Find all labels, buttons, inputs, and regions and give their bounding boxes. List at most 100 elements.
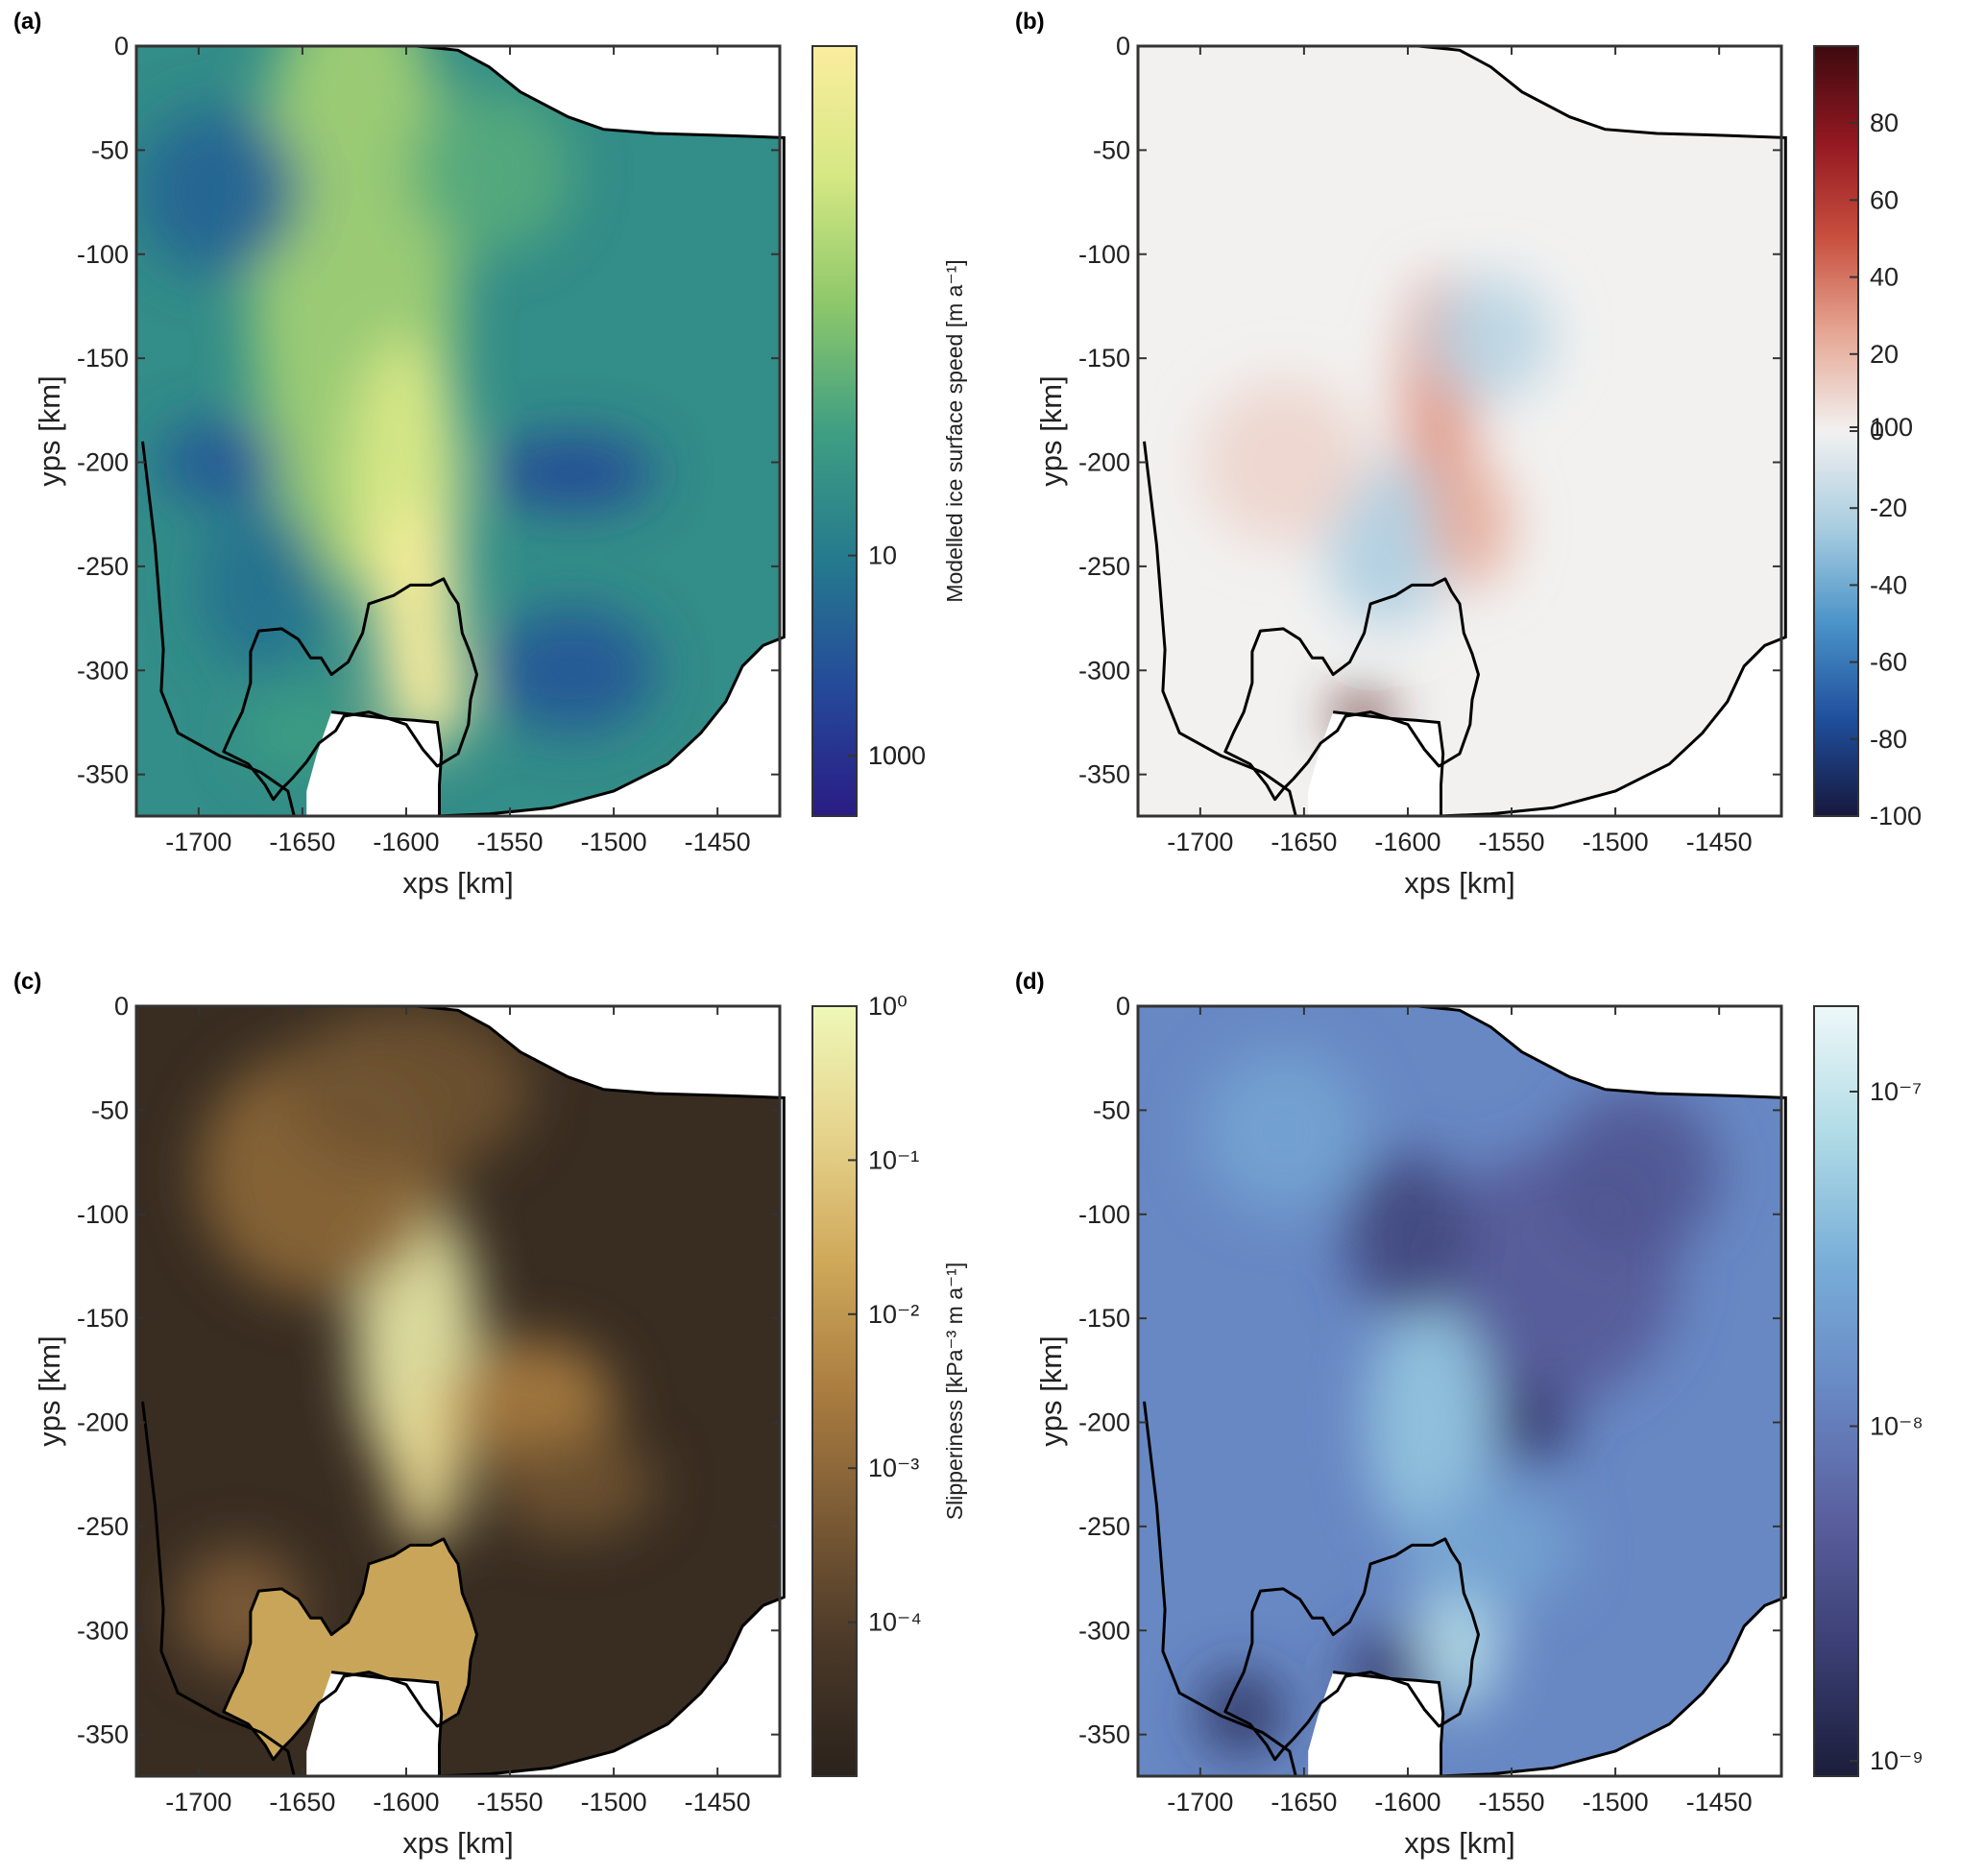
axes-frame	[1136, 44, 1783, 818]
y-tick-label: -350	[77, 760, 129, 789]
calving-front	[331, 1671, 444, 1776]
y-tick-label: -350	[1078, 760, 1130, 789]
colorbar-tick-label: 0	[1870, 417, 1884, 445]
x-tick-label: -1700	[1167, 828, 1233, 856]
y-tick-label: -300	[1078, 656, 1130, 685]
x-tick-label: -1500	[581, 1788, 647, 1816]
y-tick-label: -250	[77, 552, 129, 581]
ice-shelf-fill	[223, 1538, 477, 1760]
colorbar-tick-label: 10⁻⁹	[1870, 1746, 1924, 1775]
field-feature	[489, 1432, 656, 1537]
colorbar-tick-label: -40	[1870, 570, 1907, 599]
field	[1138, 1006, 1781, 1776]
ocean-inlet	[1308, 1672, 1443, 1776]
y-tick-label: -100	[1078, 240, 1130, 269]
x-tick-label: -1600	[373, 828, 439, 856]
field-feature	[1428, 275, 1554, 400]
x-tick-label: -1650	[269, 1788, 335, 1816]
x-tick-label: -1450	[685, 1788, 751, 1816]
y-tick-label: -200	[77, 1408, 129, 1437]
y-tick-label: -200	[1078, 1408, 1130, 1437]
x-tick-label: -1650	[269, 828, 335, 856]
x-axis-label: xps [km]	[402, 866, 513, 900]
field	[1138, 46, 1781, 816]
ocean-inlet	[306, 1672, 442, 1776]
x-tick-label: -1500	[1583, 1788, 1649, 1816]
calving-front	[1333, 1671, 1445, 1776]
colorbar-tick-label: 10	[868, 541, 897, 570]
colorbar-tick-label: 100	[868, 741, 911, 770]
x-tick-label: -1700	[165, 828, 231, 856]
y-tick-label: -250	[1078, 1512, 1130, 1541]
ocean-inlet	[1308, 711, 1443, 816]
axes-frame	[134, 1004, 782, 1778]
x-tick-label: -1550	[477, 828, 544, 856]
panel-label: (b)	[1015, 9, 1045, 35]
colorbar-label: Slipperiness [kPa⁻³ m a⁻¹]	[942, 1263, 967, 1520]
colorbar-tick-label: -60	[1870, 648, 1907, 677]
x-tick-label: -1700	[1167, 1788, 1233, 1816]
y-tick-label: -50	[1093, 1095, 1130, 1124]
colorbar	[811, 1005, 858, 1777]
grounding-line	[222, 577, 478, 802]
calving-front	[331, 710, 444, 816]
colorbar-label: Ice rate factor [kPa⁻³ a⁻¹]	[1982, 1267, 1985, 1515]
field	[136, 1006, 780, 1776]
y-tick-label: -350	[1078, 1720, 1130, 1749]
field-feature	[1366, 1297, 1491, 1548]
domain-boundary	[136, 1004, 786, 1778]
domain-boundary	[1138, 1004, 1787, 1778]
y-axis-label: yps [km]	[1034, 375, 1068, 486]
grounding-line	[1223, 1537, 1480, 1762]
panel-d: (d) -1700 -1650 -1600 -1550 -1500 -1450 0 -50 -10…	[1015, 969, 1985, 1860]
x-tick-label: -1500	[1583, 828, 1649, 856]
domain-boundary	[1138, 44, 1787, 818]
x-tick-label: -1700	[165, 1788, 231, 1816]
colorbar-tick-label: -100	[1870, 802, 1922, 830]
x-tick-label: -1550	[1479, 1788, 1545, 1816]
grounding-line	[222, 1537, 478, 1762]
x-axis-label: xps [km]	[1404, 1826, 1514, 1860]
colorbar-label: Modelled ice surface speed [m a⁻¹]	[942, 259, 967, 602]
colorbar-tick-label: 10⁻⁸	[1870, 1412, 1924, 1441]
colorbar-tick-label: 1	[868, 741, 883, 770]
y-axis-label: yps [km]	[33, 375, 66, 486]
x-tick-label: -1650	[1271, 1788, 1337, 1816]
panel-label: (a)	[13, 9, 41, 35]
field-feature	[1553, 1089, 1720, 1257]
y-tick-label: -350	[77, 1720, 129, 1749]
field-structure	[136, 46, 656, 775]
y-tick-label: -250	[77, 1512, 129, 1541]
panel-label: (c)	[13, 969, 41, 995]
colorbar-label: Ice surface speed difference [m a⁻¹]	[1982, 255, 1985, 607]
field-feature	[389, 1381, 465, 1548]
colorbar-tick-label: 20	[1870, 340, 1899, 369]
field-feature	[198, 503, 324, 671]
y-tick-label: -300	[1078, 1616, 1130, 1645]
y-tick-label: 0	[1116, 992, 1130, 1021]
colorbar-tick-label: 10⁰	[868, 992, 908, 1021]
colorbar-tick-label: -80	[1870, 725, 1907, 754]
colorbar	[1813, 1005, 1859, 1777]
colorbar	[811, 45, 858, 817]
field-feature	[136, 108, 303, 276]
field-feature	[157, 421, 282, 504]
field-structure	[1199, 275, 1554, 737]
colorbar-tick-label: 10⁻⁷	[1870, 1077, 1922, 1106]
y-tick-label: -200	[77, 448, 129, 477]
colorbar-tick-label: 80	[1870, 108, 1899, 137]
y-tick-label: -150	[1078, 1304, 1130, 1333]
y-tick-label: -200	[1078, 448, 1130, 477]
axes-frame	[1136, 1004, 1783, 1778]
field-structure	[178, 1006, 656, 1672]
x-tick-label: -1600	[373, 1788, 439, 1816]
y-tick-label: -300	[77, 1616, 129, 1645]
field-feature	[1407, 1484, 1574, 1610]
x-tick-label: -1450	[685, 828, 751, 856]
y-tick-label: -300	[77, 656, 129, 685]
y-tick-label: -100	[77, 240, 129, 269]
field-feature	[1345, 1151, 1470, 1319]
colorbar-tick-label: 10⁻¹	[868, 1145, 919, 1174]
x-tick-label: -1550	[1479, 828, 1545, 856]
field	[136, 46, 780, 816]
